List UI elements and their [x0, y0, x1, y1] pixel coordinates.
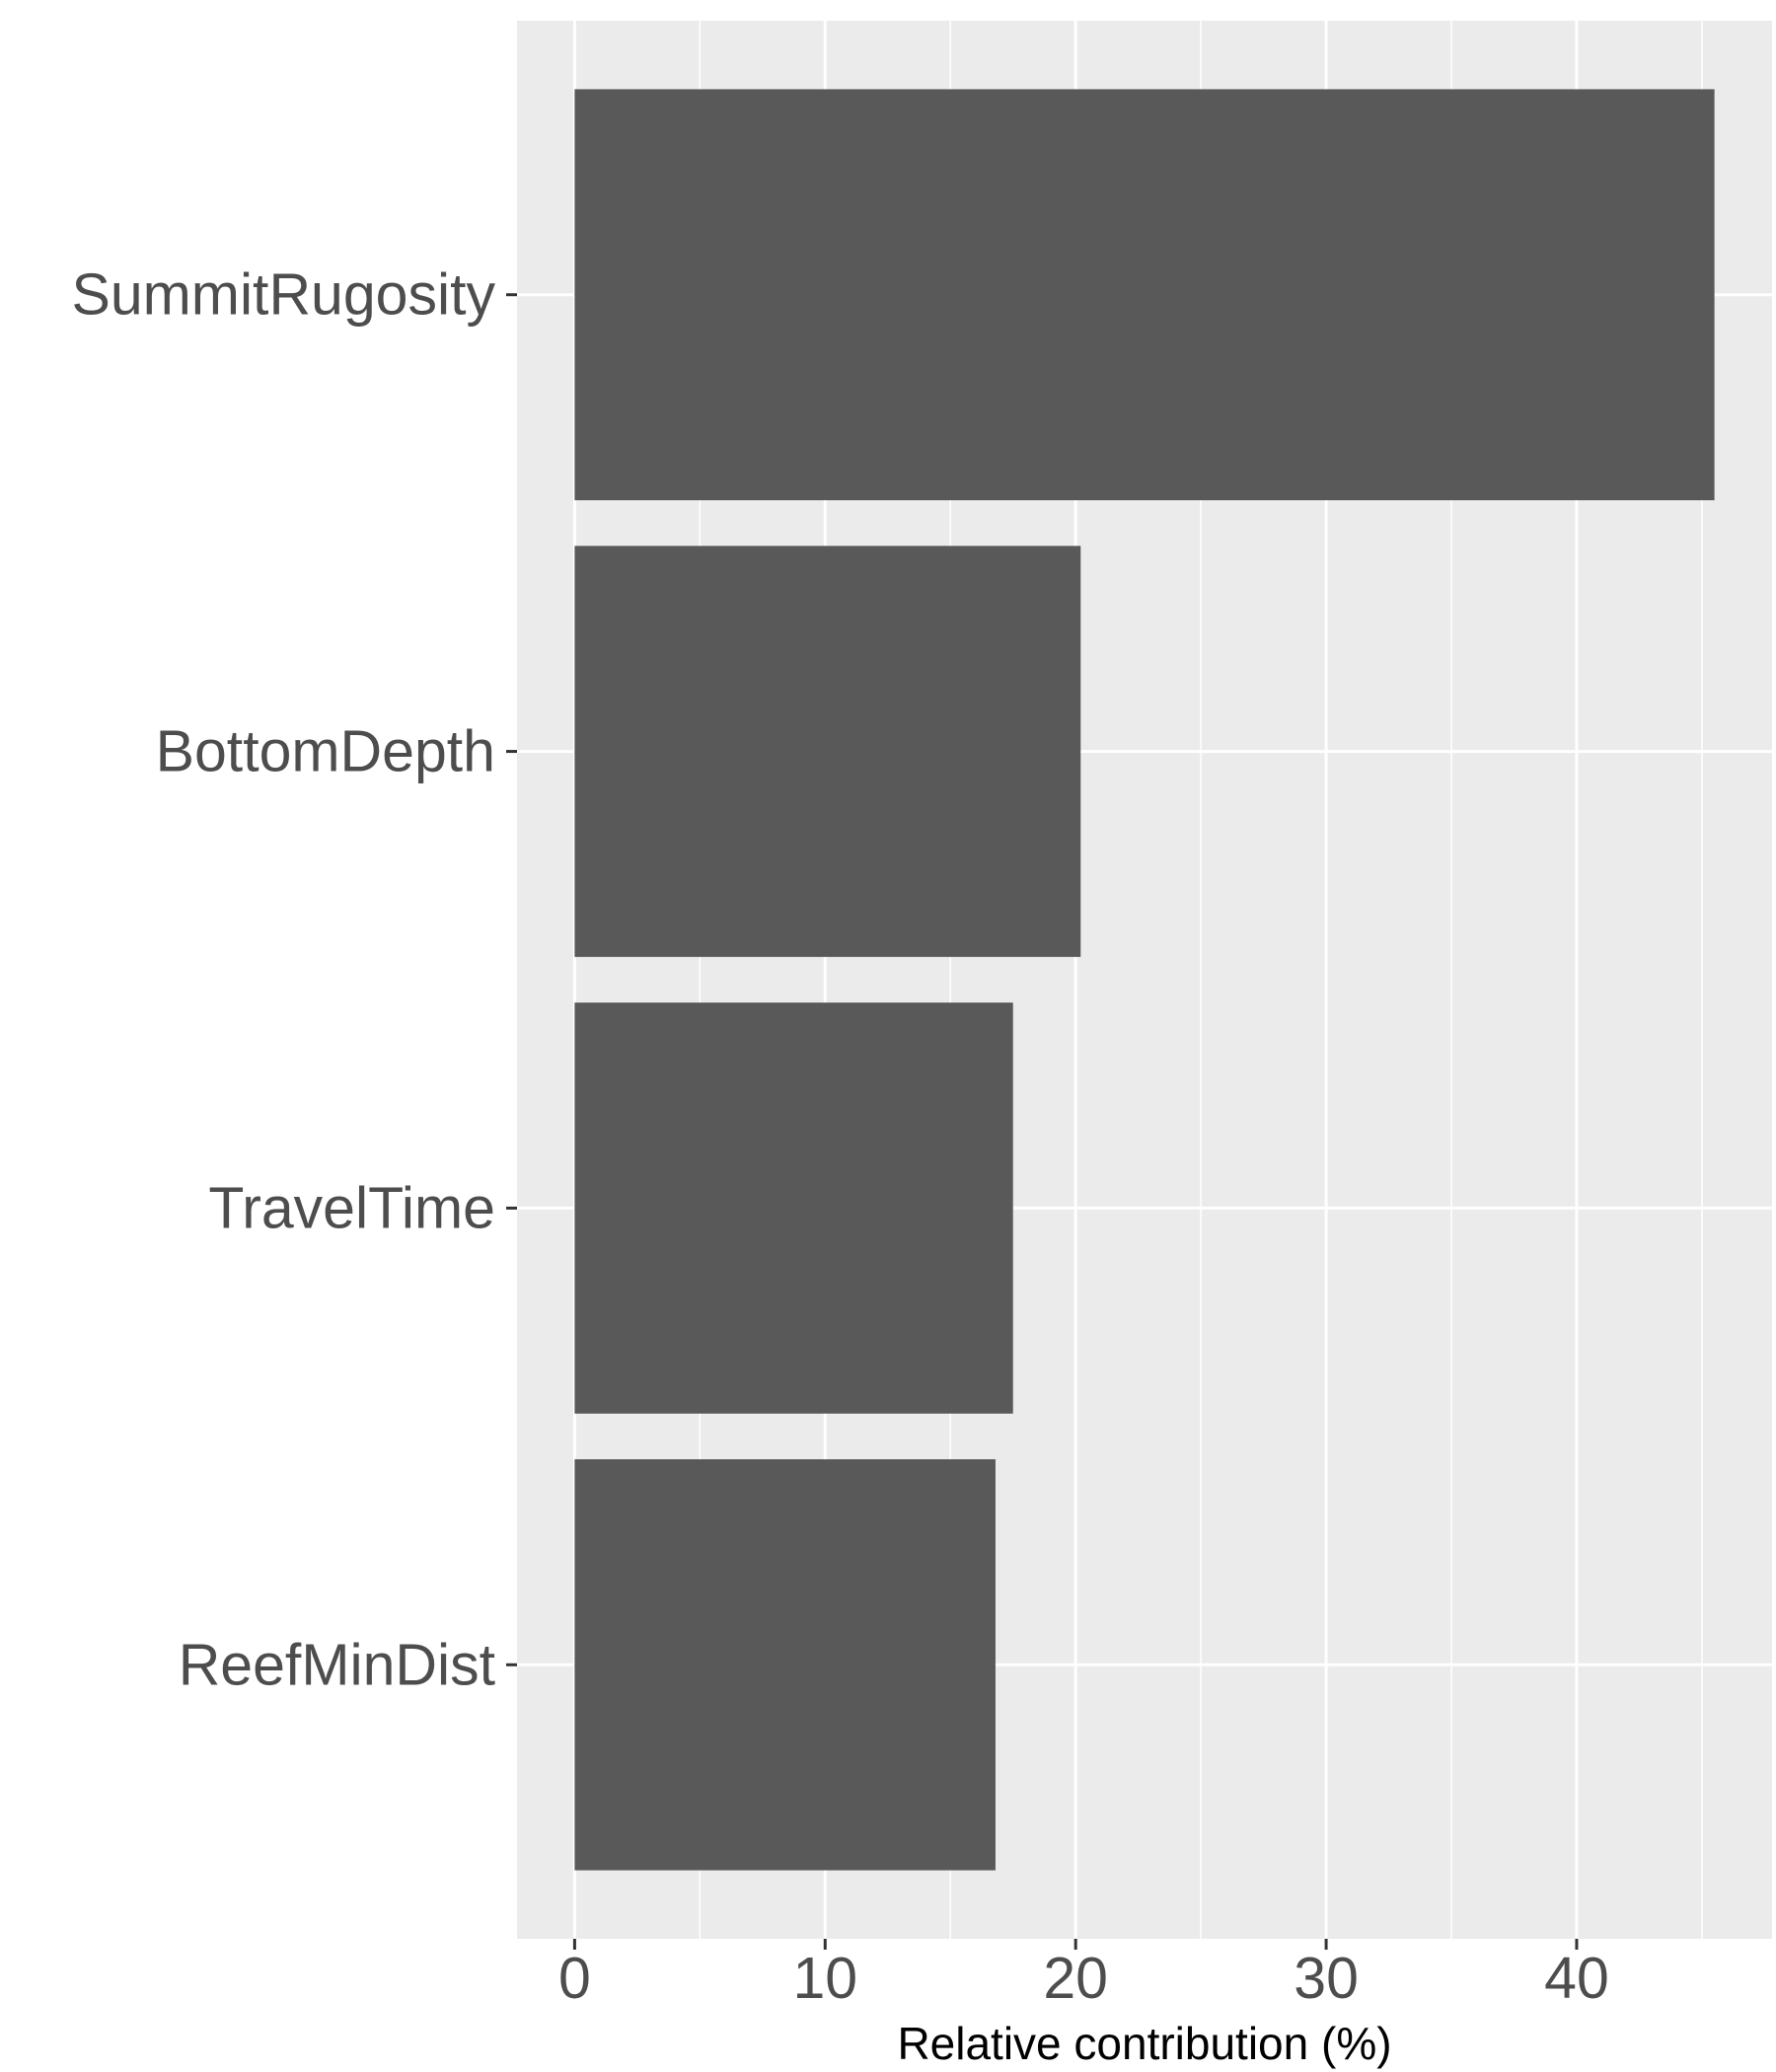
x-axis-title: Relative contribution (%)	[897, 2018, 1391, 2069]
y-tick-label: ReefMinDist	[179, 1632, 495, 1697]
x-axis: 0 10 20 30 40	[558, 1939, 1609, 2011]
y-tick-label: SummitRugosity	[71, 262, 495, 328]
x-tick-label: 10	[792, 1946, 857, 2011]
bar-summitrugosity	[574, 89, 1715, 500]
bar-traveltime	[574, 1002, 1013, 1414]
y-tick-label: TravelTime	[208, 1175, 495, 1240]
x-tick-label: 0	[558, 1946, 591, 2011]
x-tick-label: 30	[1294, 1946, 1359, 2011]
bars	[574, 89, 1715, 1871]
x-tick-label: 20	[1043, 1946, 1108, 2011]
bar-bottomdepth	[574, 546, 1081, 957]
y-axis: SummitRugosity BottomDepth TravelTime ReefM…	[71, 262, 517, 1697]
y-tick-label: BottomDepth	[156, 719, 495, 784]
x-tick-label: 40	[1544, 1946, 1609, 2011]
bar-reefmindist	[574, 1459, 996, 1871]
